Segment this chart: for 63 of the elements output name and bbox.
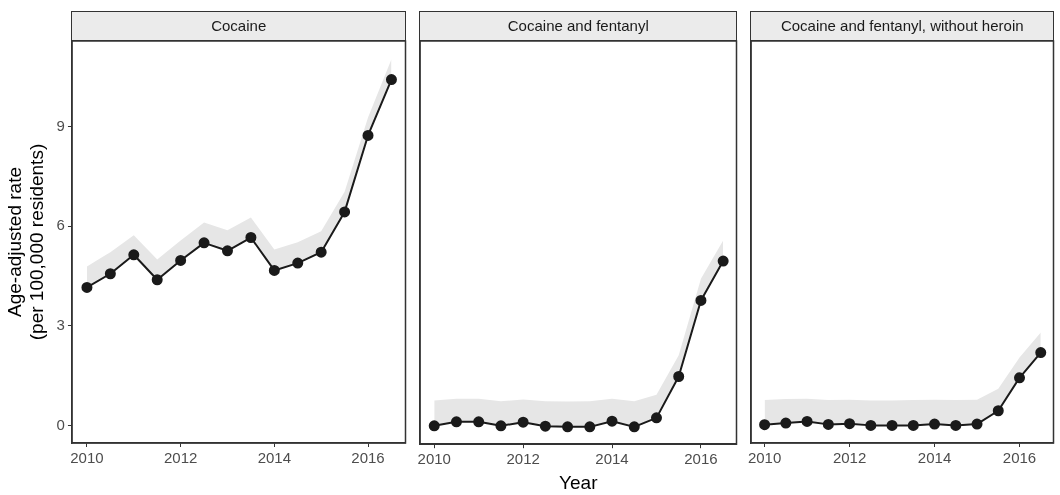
point <box>822 418 834 430</box>
x-tick-label: 2012 <box>506 450 540 468</box>
point <box>865 419 877 431</box>
x-tick-label: 2012 <box>832 449 867 467</box>
point <box>1035 347 1047 359</box>
point <box>517 416 529 428</box>
y-tick-label: 9 <box>56 116 65 134</box>
point <box>495 420 507 432</box>
point <box>759 419 771 431</box>
point <box>385 74 397 86</box>
point <box>562 421 574 433</box>
point <box>539 420 551 432</box>
point <box>844 418 856 430</box>
point <box>606 415 618 427</box>
point <box>473 416 485 428</box>
x-tick-label: 2010 <box>417 450 451 468</box>
point <box>104 268 116 280</box>
point <box>81 281 93 293</box>
point <box>221 245 233 257</box>
chart-title: Cocaine <box>71 11 407 41</box>
point <box>971 418 983 430</box>
point <box>268 264 280 276</box>
point <box>128 249 140 261</box>
point <box>886 419 898 431</box>
y-tick-label: 3 <box>56 316 65 334</box>
point <box>628 421 640 433</box>
x-axis-title: Year <box>559 471 599 493</box>
point <box>339 206 351 218</box>
point <box>801 415 813 427</box>
point <box>315 246 327 258</box>
point <box>929 418 941 430</box>
point <box>362 129 374 141</box>
x-tick-label: 2014 <box>917 449 952 467</box>
point <box>907 419 919 431</box>
x-tick-label: 2016 <box>1002 449 1037 467</box>
point <box>175 254 187 266</box>
x-tick-label: 2014 <box>595 450 629 468</box>
y-tick-label: 0 <box>56 415 65 433</box>
chart-title: Cocaine and fentanyl, without heroin <box>750 11 1055 41</box>
point <box>992 405 1004 417</box>
y-axis-title: Age-adjusted rate (per 100,000 residents) <box>3 143 48 341</box>
point <box>245 232 257 244</box>
chart-title: Cocaine and fentanyl <box>419 11 738 41</box>
point <box>780 417 792 429</box>
x-tick-label: 2010 <box>70 449 104 467</box>
point <box>695 294 707 306</box>
point <box>584 421 596 433</box>
point <box>428 420 440 432</box>
point <box>650 412 662 424</box>
point <box>292 257 304 269</box>
x-tick-label: 2010 <box>747 449 782 467</box>
point <box>450 416 462 428</box>
point <box>673 371 685 382</box>
point <box>198 237 210 249</box>
point <box>1014 372 1026 384</box>
point <box>950 419 962 431</box>
x-tick-label: 2016 <box>684 450 718 468</box>
x-tick-label: 2014 <box>257 449 292 467</box>
point <box>717 255 729 267</box>
point <box>151 274 163 286</box>
y-tick-label: 6 <box>56 216 65 234</box>
x-tick-label: 2012 <box>163 449 198 467</box>
x-tick-label: 2016 <box>351 449 385 467</box>
